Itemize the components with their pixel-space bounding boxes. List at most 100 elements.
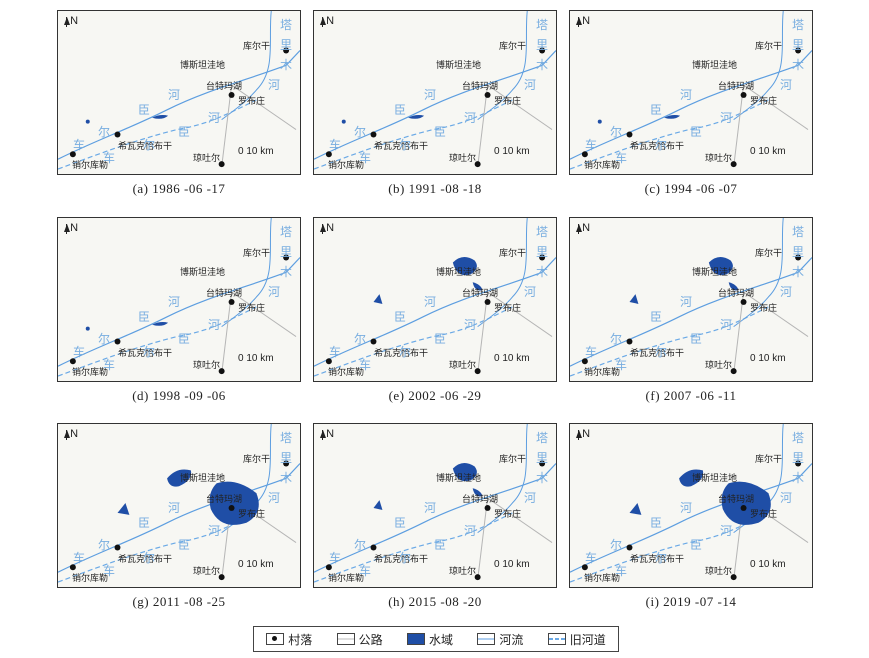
village-marker bbox=[325, 358, 332, 365]
old-river-symbol-icon bbox=[547, 633, 566, 645]
panel-caption: (h) 2015 -08 -20 bbox=[388, 594, 482, 609]
place-label-xiaoerkule: 销尔库勒 bbox=[584, 161, 621, 171]
village-marker bbox=[581, 358, 588, 365]
old-river-label-char: 河 bbox=[464, 318, 477, 332]
village-marker bbox=[795, 254, 802, 261]
tarim-river-line bbox=[477, 11, 528, 121]
map-panel: N 库尔干 博斯坦洼地 台特玛湖 罗布庄 希瓦克恰布干 琼吐尔 销尔库勒 0 10 km 车尔臣河… bbox=[569, 10, 813, 175]
road-line bbox=[733, 292, 745, 375]
place-label-kuerdeng: 库尔干 bbox=[755, 455, 783, 465]
legend-road: 公路 bbox=[336, 631, 383, 648]
water-body bbox=[152, 115, 169, 119]
tarim-label-char: 塔 bbox=[536, 225, 549, 239]
water-body bbox=[664, 115, 681, 119]
old-river-label-char: 尔 bbox=[143, 138, 156, 152]
village-marker bbox=[626, 338, 633, 345]
old-river-label-char: 车 bbox=[615, 564, 628, 578]
village-marker bbox=[228, 505, 235, 511]
road-line bbox=[487, 497, 553, 543]
tarim-label-char: 木 bbox=[280, 471, 293, 485]
place-label-boston: 博斯坦洼地 bbox=[692, 61, 738, 71]
place-label-kuerdeng: 库尔干 bbox=[499, 455, 527, 465]
map-panel: N 库尔干 博斯坦洼地 台特玛湖 罗布庄 希瓦克恰布干 琼吐尔 销尔库勒 0 10 km 车尔臣河… bbox=[57, 217, 301, 382]
village-marker bbox=[730, 368, 737, 375]
legend-river: 河流 bbox=[477, 631, 523, 648]
place-label-xiaoerkule: 销尔库勒 bbox=[72, 368, 109, 378]
old-river-label-char: 臣 bbox=[434, 538, 447, 552]
north-label: N bbox=[326, 15, 335, 27]
tarim-label-char: 河 bbox=[780, 491, 793, 505]
village-marker bbox=[69, 151, 76, 158]
old-river-label-char: 车 bbox=[359, 151, 372, 165]
place-label-luobuzhuang: 罗布庄 bbox=[750, 510, 778, 520]
water-body bbox=[597, 119, 602, 124]
north-label: N bbox=[70, 428, 79, 440]
tarim-label-char: 里 bbox=[536, 451, 549, 465]
north-arrow-icon: N bbox=[320, 222, 334, 234]
road-line bbox=[743, 291, 809, 337]
map-panel: N 库尔干 博斯坦洼地 台特玛湖 罗布庄 希瓦克恰布干 琼吐尔 销尔库勒 0 10 km 车尔臣河… bbox=[569, 217, 813, 382]
tarim-label-char: 里 bbox=[280, 245, 293, 259]
legend-water: 水域 bbox=[406, 631, 453, 648]
legend-village-label: 村落 bbox=[288, 632, 313, 647]
map-panel: N 库尔干 博斯坦洼地 台特玛湖 罗布庄 希瓦克恰布干 琼吐尔 销尔库勒 0 10 km 车尔臣河… bbox=[313, 423, 557, 588]
old-river-label-char: 尔 bbox=[399, 551, 412, 565]
north-arrow-icon: N bbox=[576, 222, 590, 234]
place-label-xiwake: 希瓦克恰布干 bbox=[118, 349, 173, 359]
river-label-char: 车 bbox=[329, 345, 342, 359]
old-river-label-char: 河 bbox=[720, 111, 733, 125]
place-label-qiongtuer: 琼吐尔 bbox=[449, 361, 477, 371]
place-label-kuerdeng: 库尔干 bbox=[755, 249, 783, 259]
place-label-luobuzhuang: 罗布庄 bbox=[494, 510, 522, 520]
water-body bbox=[728, 282, 739, 291]
tarim-label-char: 塔 bbox=[792, 431, 805, 445]
place-label-qiongtuer: 琼吐尔 bbox=[193, 567, 221, 577]
old-river-label-char: 河 bbox=[464, 111, 477, 125]
place-label-kuerdeng: 库尔干 bbox=[243, 42, 271, 52]
north-arrow-icon: N bbox=[64, 222, 78, 234]
old-river-label-char: 臣 bbox=[434, 125, 447, 139]
village-marker bbox=[474, 161, 481, 168]
river-label-char: 尔 bbox=[98, 538, 111, 552]
river-line bbox=[570, 257, 812, 367]
village-marker bbox=[730, 161, 737, 168]
place-label-xiwake: 希瓦克恰布干 bbox=[118, 142, 173, 152]
road-line bbox=[487, 291, 553, 337]
north-label: N bbox=[326, 222, 335, 234]
river-line bbox=[314, 50, 556, 160]
river-line bbox=[570, 50, 812, 160]
old-river-label-char: 臣 bbox=[690, 538, 703, 552]
tarim-river-line bbox=[733, 218, 784, 328]
north-arrow-icon: N bbox=[64, 428, 78, 440]
water-body bbox=[472, 488, 483, 497]
old-river-label-char: 车 bbox=[615, 151, 628, 165]
water-body bbox=[679, 469, 704, 487]
old-river-label-char: 臣 bbox=[690, 125, 703, 139]
place-label-kuerdeng: 库尔干 bbox=[499, 249, 527, 259]
tarim-label-char: 里 bbox=[280, 38, 293, 52]
river-line bbox=[314, 257, 556, 367]
village-marker bbox=[795, 47, 802, 54]
village-marker bbox=[283, 47, 290, 54]
tarim-label-char: 河 bbox=[268, 285, 281, 299]
tarim-label-char: 塔 bbox=[280, 18, 293, 32]
tarim-label-char: 塔 bbox=[792, 18, 805, 32]
place-label-qiongtuer: 琼吐尔 bbox=[449, 567, 477, 577]
road-line bbox=[733, 85, 745, 168]
old-river-line bbox=[314, 306, 513, 377]
river-label-char: 车 bbox=[585, 551, 598, 565]
old-river-label-char: 车 bbox=[615, 358, 628, 372]
village-marker bbox=[539, 254, 546, 261]
river-label-char: 车 bbox=[73, 138, 86, 152]
river-label-char: 臣 bbox=[650, 516, 663, 530]
panel-caption: (c) 1994 -06 -07 bbox=[644, 181, 738, 196]
village-marker bbox=[114, 131, 121, 138]
river-label-char: 河 bbox=[424, 501, 437, 515]
river-label-char: 车 bbox=[585, 345, 598, 359]
tarim-label-char: 塔 bbox=[792, 225, 805, 239]
scale-bar: 0 10 km bbox=[238, 353, 274, 364]
old-river-line bbox=[58, 512, 257, 583]
base-map bbox=[570, 424, 812, 583]
village-marker bbox=[218, 161, 225, 168]
tarim-label-char: 河 bbox=[780, 78, 793, 92]
